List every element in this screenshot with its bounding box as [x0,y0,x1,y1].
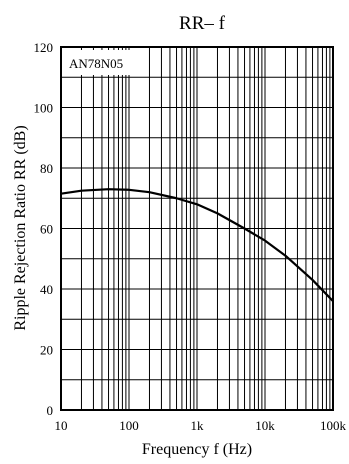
x-tick-label: 100k [320,418,347,433]
y-tick-label: 60 [40,222,53,237]
y-tick-label: 120 [34,40,54,55]
tick-labels: 10 100 1k 10k 100k 0 20 40 60 80 100 120 [34,40,347,433]
model-label: AN78N05 [69,56,123,71]
model-label-box [64,50,147,75]
x-tick-label: 10 [55,418,68,433]
y-tick-label: 100 [34,101,54,116]
x-tick-label: 10k [255,418,275,433]
x-tick-label: 100 [119,418,139,433]
rr-curve [60,188,334,302]
y-tick-label: 0 [47,403,54,418]
x-tick-label: 1k [191,418,205,433]
y-axis-label: Ripple Rejection Ratio RR (dB) [12,125,29,330]
curve-layer [60,188,334,302]
plot-frame [60,46,334,411]
chart-title: RR– f [179,13,226,34]
y-tick-label: 80 [40,161,53,176]
grid-lines [61,47,333,410]
x-axis-label: Frequency f (Hz) [142,441,252,458]
y-tick-label: 20 [40,343,53,358]
y-tick-label: 40 [40,282,53,297]
